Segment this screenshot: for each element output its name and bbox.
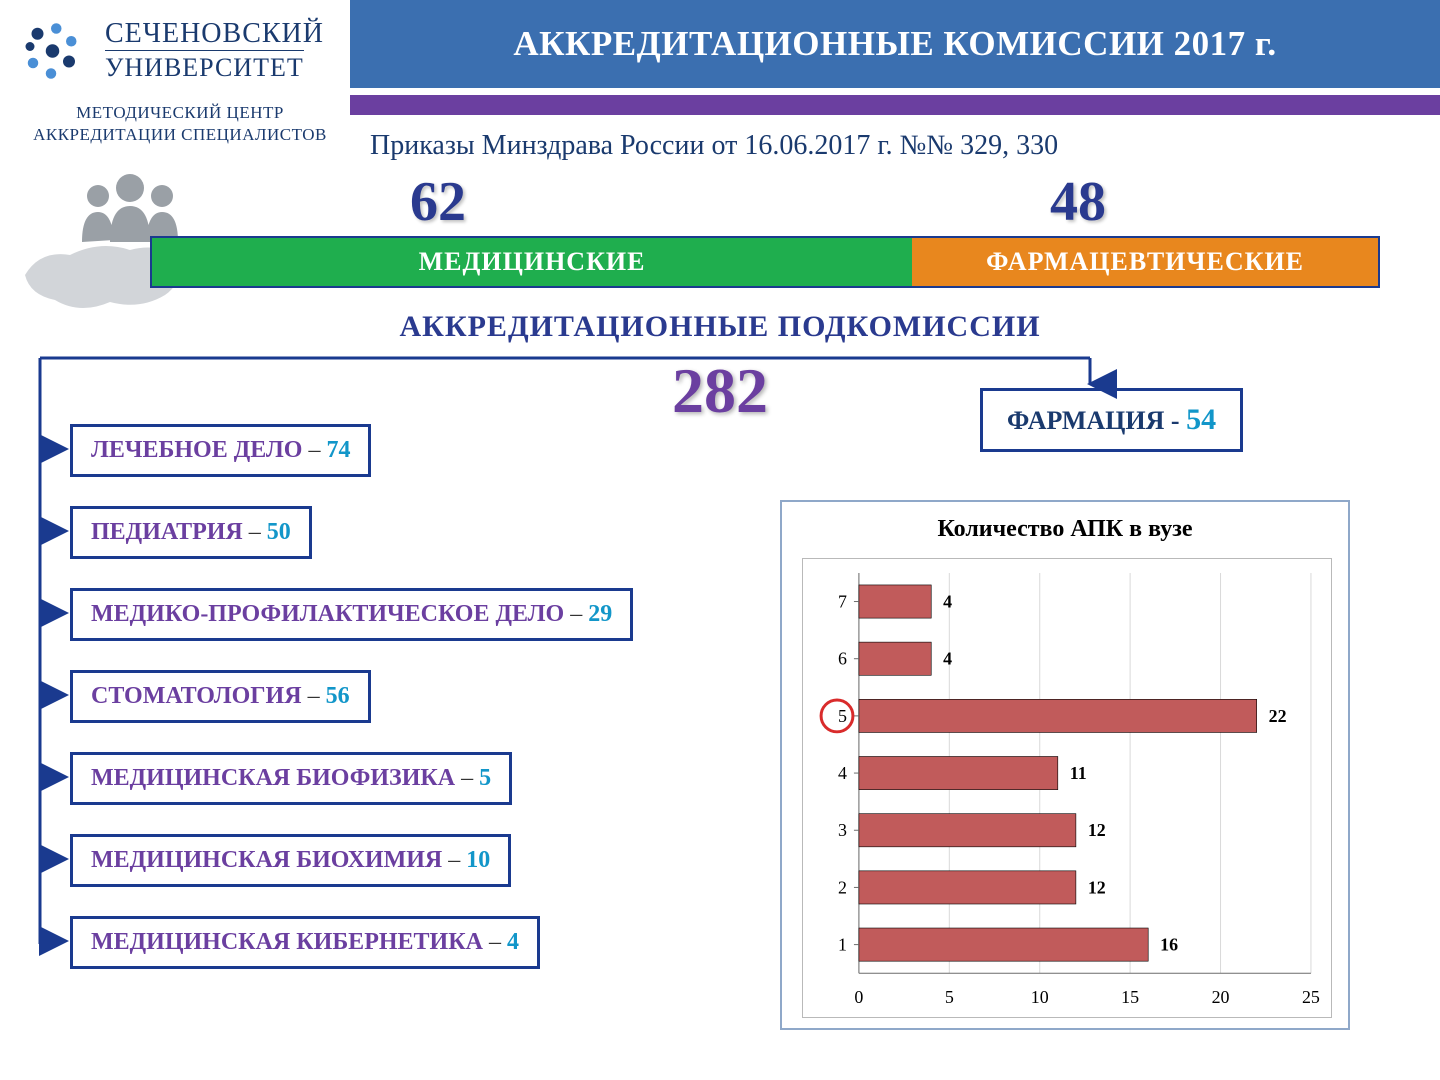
svg-text:16: 16 (1160, 935, 1178, 955)
specialty-count: 10 (466, 847, 490, 873)
specialty-name: ЛЕЧЕБНОЕ ДЕЛО (91, 437, 302, 463)
svg-text:12: 12 (1088, 820, 1106, 840)
specialty-count: 4 (507, 929, 519, 955)
commission-type-bar: МЕДИЦИНСКИЕ ФАРМАЦЕВТИЧЕСКИЕ (150, 236, 1380, 288)
specialty-count: 56 (326, 683, 350, 709)
specialty-box: МЕДИЦИНСКАЯ КИБЕРНЕТИКА – 4 (70, 916, 540, 969)
svg-text:12: 12 (1088, 877, 1106, 897)
university-name-line1: СЕЧЕНОВСКИЙ (105, 18, 324, 50)
svg-text:3: 3 (838, 820, 847, 840)
university-name: СЕЧЕНОВСКИЙ УНИВЕРСИТЕТ (105, 18, 324, 83)
svg-text:7: 7 (838, 592, 847, 612)
specialty-name: МЕДИКО-ПРОФИЛАКТИЧЕСКОЕ ДЕЛО (91, 601, 564, 627)
method-center-label: МЕТОДИЧЕСКИЙ ЦЕНТР АККРЕДИТАЦИИ СПЕЦИАЛИ… (10, 102, 350, 146)
page-title-banner: АККРЕДИТАЦИОННЫЕ КОМИССИИ 2017 г. (350, 0, 1440, 88)
specialty-box: СТОМАТОЛОГИЯ – 56 (70, 670, 371, 723)
logo-block: СЕЧЕНОВСКИЙ УНИВЕРСИТЕТ МЕТОДИЧЕСКИЙ ЦЕН… (10, 10, 340, 140)
svg-text:2: 2 (838, 877, 847, 897)
svg-text:10: 10 (1031, 987, 1049, 1007)
specialty-box: ЛЕЧЕБНОЕ ДЕЛО – 74 (70, 424, 371, 477)
specialty-dash: – (442, 847, 466, 873)
specialty-box: ПЕДИАТРИЯ – 50 (70, 506, 312, 559)
pharmacy-label: ФАРМАЦИЯ (1007, 406, 1164, 435)
apk-bar-chart: 0 5 10 15 20 25 7 4 6 4 5 22 4 11 3 12 2 12 1 16 (802, 558, 1332, 1018)
specialty-name: МЕДИЦИНСКАЯ КИБЕРНЕТИКА (91, 929, 483, 955)
specialty-count: 29 (588, 601, 612, 627)
university-name-line2: УНИВЕРСИТЕТ (105, 50, 304, 83)
method-center-line1: МЕТОДИЧЕСКИЙ ЦЕНТР (10, 102, 350, 124)
pharm-commission-count: 48 (1050, 170, 1106, 234)
subcommissions-title: АККРЕДИТАЦИОННЫЕ ПОДКОМИССИИ (0, 310, 1440, 344)
specialty-count: 50 (267, 519, 291, 545)
specialty-name: ПЕДИАТРИЯ (91, 519, 243, 545)
svg-text:0: 0 (854, 987, 863, 1007)
specialty-box: МЕДИКО-ПРОФИЛАКТИЧЕСКОЕ ДЕЛО – 29 (70, 588, 633, 641)
medical-commission-count: 62 (410, 170, 466, 234)
svg-text:15: 15 (1121, 987, 1139, 1007)
svg-text:22: 22 (1269, 706, 1287, 726)
svg-text:5: 5 (945, 987, 954, 1007)
svg-text:4: 4 (943, 592, 952, 612)
specialty-dash: – (243, 519, 267, 545)
purple-strip (350, 95, 1440, 115)
specialty-box: МЕДИЦИНСКАЯ БИОХИМИЯ – 10 (70, 834, 511, 887)
svg-text:4: 4 (838, 763, 847, 783)
pharmacy-specialty-box: ФАРМАЦИЯ - 54 (980, 388, 1243, 452)
specialty-count: 74 (326, 437, 350, 463)
page-title: АККРЕДИТАЦИОННЫЕ КОМИССИИ 2017 г. (513, 24, 1276, 64)
university-logo-icon (15, 15, 90, 90)
apk-chart-box: Количество АПК в вузе 0 5 10 15 20 25 7 4 6 4 5 22 4… (780, 500, 1350, 1030)
specialty-name: МЕДИЦИНСКАЯ БИОФИЗИКА (91, 765, 455, 791)
specialty-box: МЕДИЦИНСКАЯ БИОФИЗИКА – 5 (70, 752, 512, 805)
medical-bar-segment: МЕДИЦИНСКИЕ (152, 238, 912, 286)
decree-text: Приказы Минздрава России от 16.06.2017 г… (370, 130, 1058, 162)
specialty-dash: – (302, 437, 326, 463)
chart-title: Количество АПК в вузе (782, 502, 1348, 551)
pharmacy-dash: - (1164, 406, 1186, 435)
pharm-bar-segment: ФАРМАЦЕВТИЧЕСКИЕ (912, 238, 1378, 286)
svg-text:1: 1 (838, 935, 847, 955)
svg-text:4: 4 (943, 649, 952, 669)
specialty-dash: – (564, 601, 588, 627)
specialty-name: МЕДИЦИНСКАЯ БИОХИМИЯ (91, 847, 442, 873)
specialty-dash: – (483, 929, 507, 955)
svg-text:5: 5 (838, 706, 847, 726)
method-center-line2: АККРЕДИТАЦИИ СПЕЦИАЛИСТОВ (10, 124, 350, 146)
specialty-name: СТОМАТОЛОГИЯ (91, 683, 302, 709)
specialty-dash: – (302, 683, 326, 709)
specialty-dash: – (455, 765, 479, 791)
svg-text:11: 11 (1070, 763, 1087, 783)
pharmacy-count: 54 (1186, 403, 1216, 436)
svg-text:6: 6 (838, 649, 847, 669)
svg-text:25: 25 (1302, 987, 1320, 1007)
svg-text:20: 20 (1212, 987, 1230, 1007)
specialty-count: 5 (479, 765, 491, 791)
